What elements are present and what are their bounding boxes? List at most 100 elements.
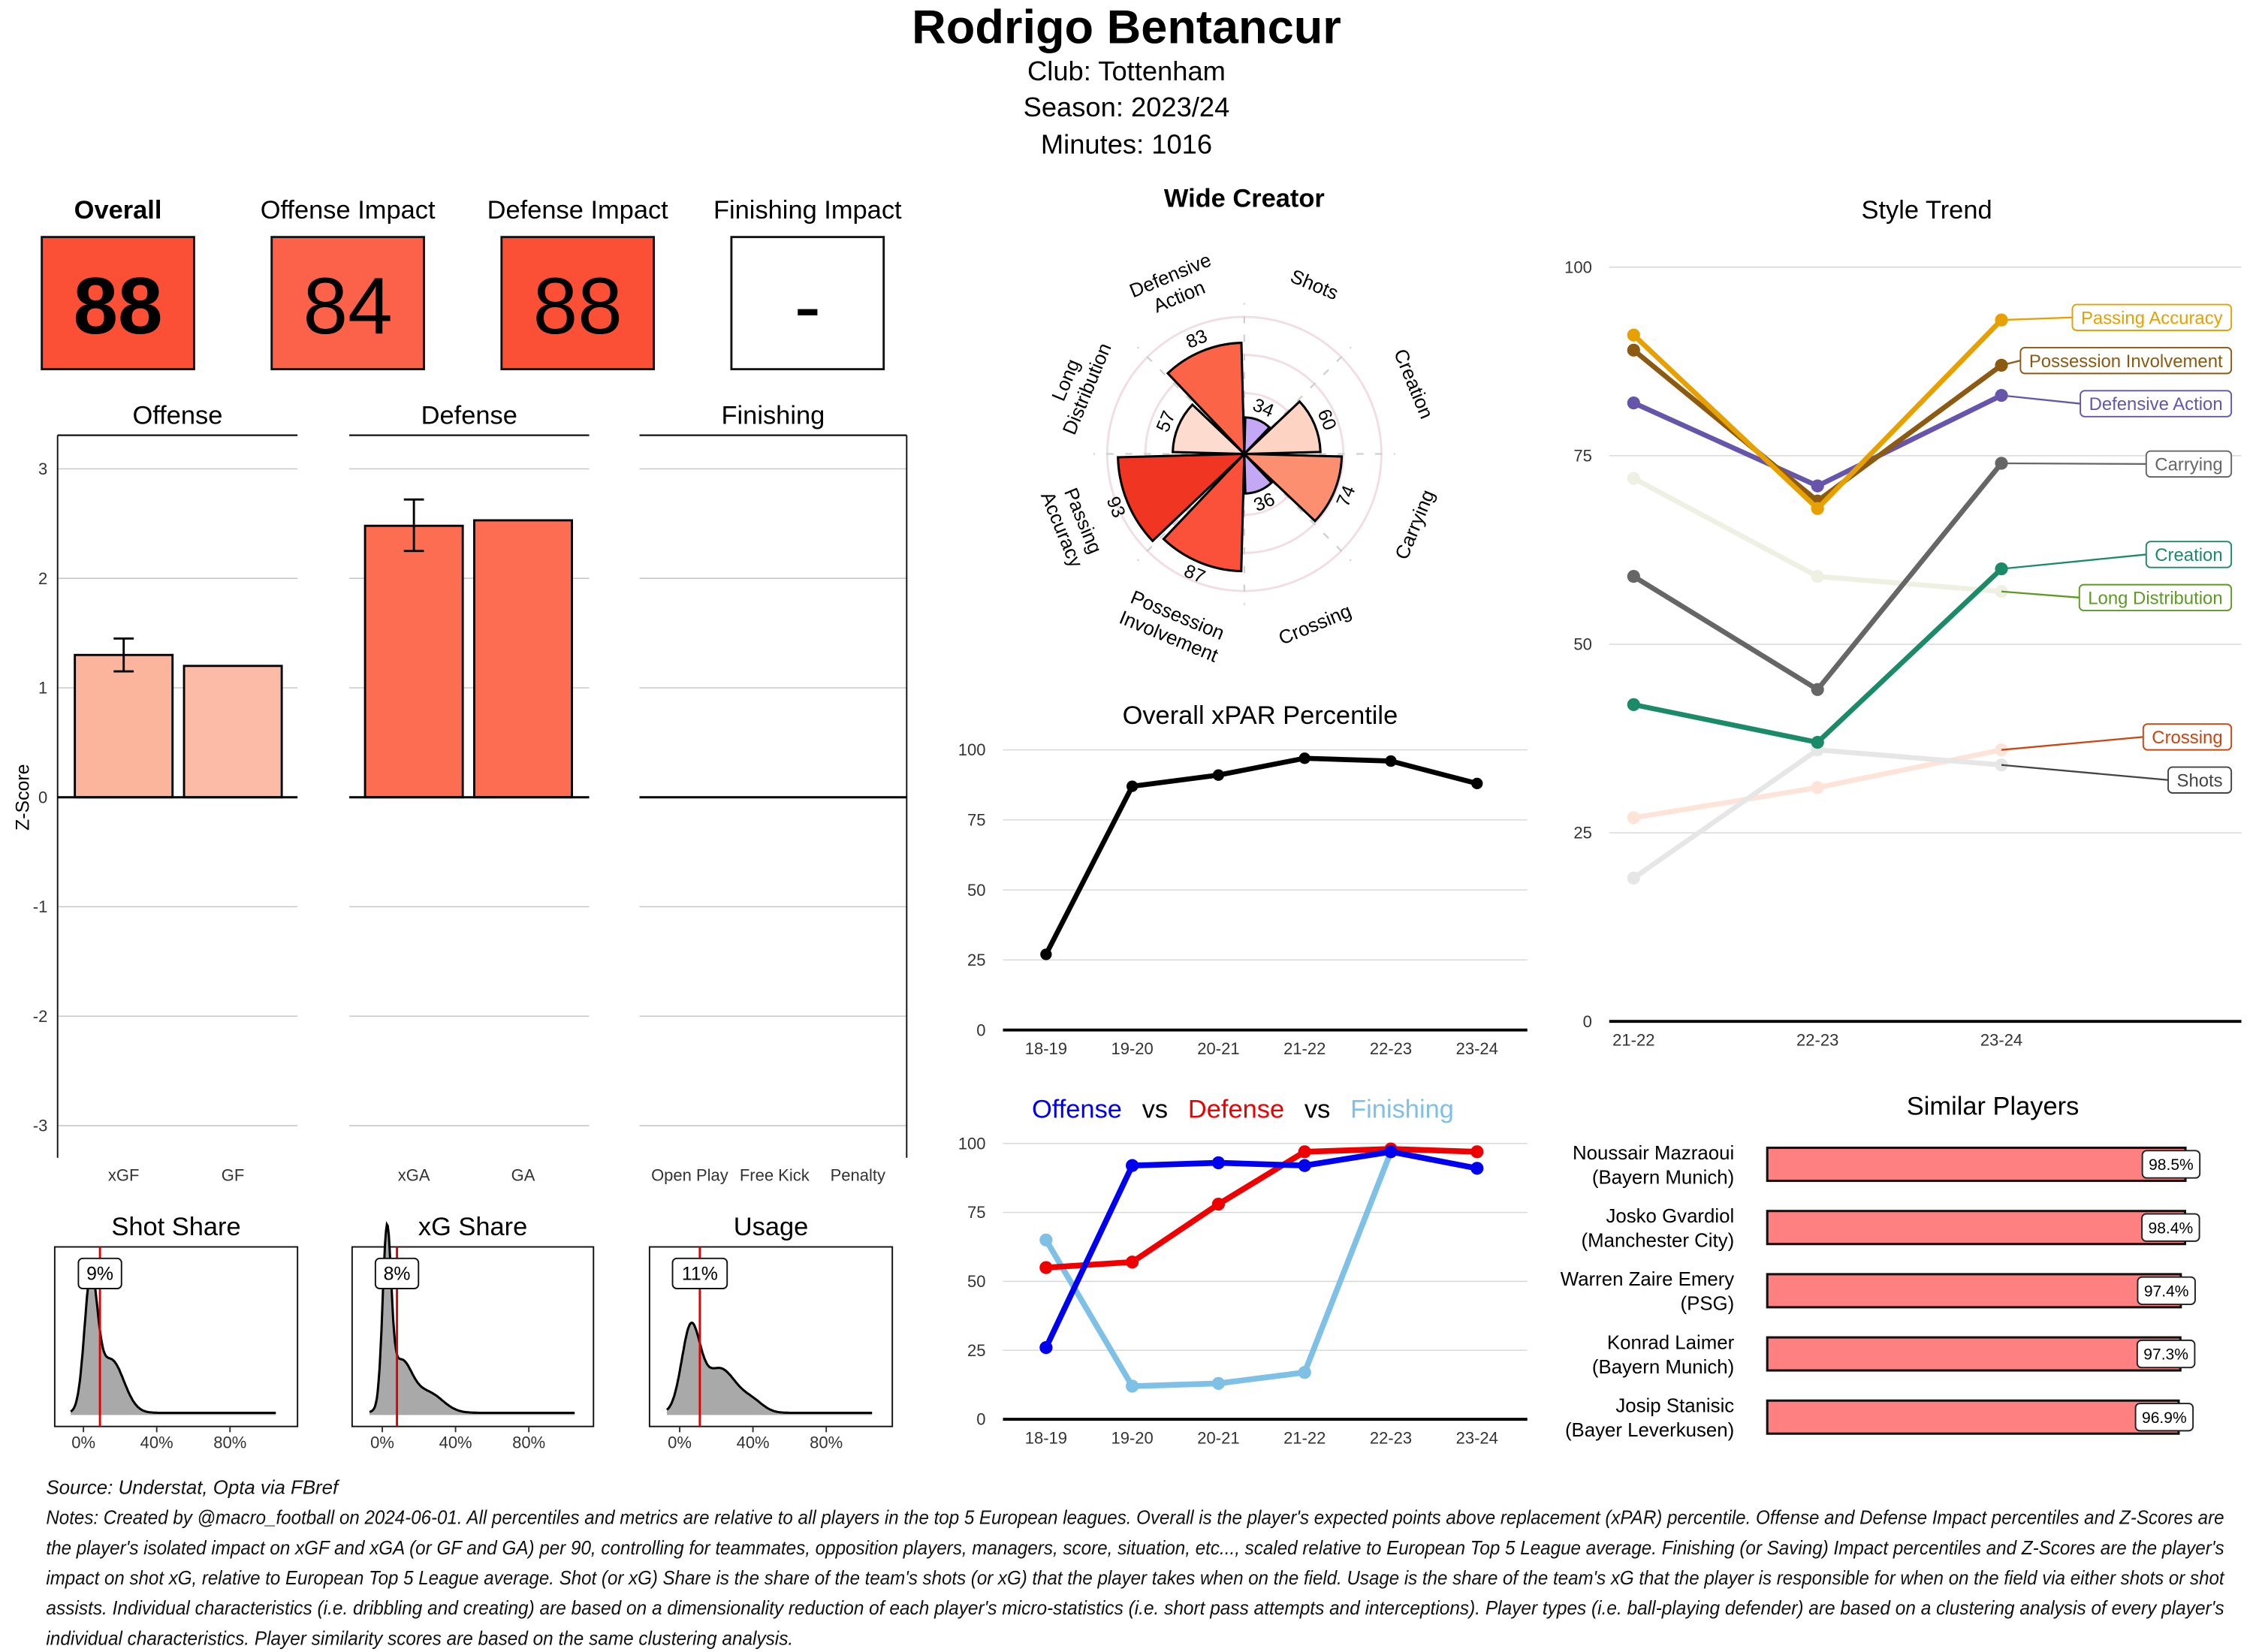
impact-card-value: 88	[73, 261, 162, 351]
similarity-bar	[1766, 1273, 2182, 1309]
polar-bar	[1172, 402, 1247, 456]
x-tick-label: 19-20	[1111, 1429, 1154, 1448]
label-box	[2142, 723, 2233, 751]
data-point	[1811, 502, 1824, 515]
similarity-label-box	[2136, 1339, 2196, 1369]
data-point	[1627, 811, 1640, 824]
data-point	[1811, 479, 1824, 493]
series-long-distribution	[1627, 472, 2008, 598]
series-label: Creation	[2001, 541, 2233, 570]
y-tick-label: 100	[958, 1134, 986, 1153]
polar-category-label: Shots	[1287, 266, 1341, 304]
data-point	[1126, 1379, 1139, 1393]
value-label-box	[374, 1257, 420, 1289]
chart-title: Overall xPAR Percentile	[1123, 701, 1398, 730]
chart-title: Style Trend	[1862, 196, 1992, 225]
title-part: vs	[1304, 1095, 1330, 1123]
source-note: Source: Understat, Opta via FBref	[46, 1478, 340, 1499]
series-label-text: Passing Accuracy	[2081, 308, 2223, 328]
header: Rodrigo Bentancur Club: Tottenham Season…	[912, 1, 1341, 159]
x-tick-label: 40%	[439, 1433, 472, 1452]
series-label-text: Creation	[2155, 545, 2222, 565]
polar-bar	[1162, 451, 1246, 573]
x-tick-label: 22-23	[1370, 1429, 1412, 1448]
series-overall-xpar-percentile	[1040, 752, 1483, 960]
series-shots	[1627, 743, 2008, 885]
data-point	[1627, 570, 1640, 583]
data-point	[1470, 1145, 1484, 1159]
similarity-label: 97.4%	[2144, 1283, 2189, 1301]
data-point	[1385, 755, 1397, 767]
data-point	[1211, 1156, 1226, 1170]
data-point	[1811, 781, 1824, 794]
label-leader-line	[2001, 736, 2143, 751]
data-point	[1627, 472, 1640, 485]
similarity-bar	[1766, 1146, 2187, 1183]
x-tick-label: 23-24	[1980, 1031, 2022, 1050]
series-label-text: Shots	[2177, 770, 2223, 791]
density-panel: xG Share 8% 0% 40% 80%	[351, 1213, 595, 1452]
label-box	[2019, 347, 2233, 375]
series-creation	[1627, 562, 2008, 749]
density-curve	[665, 1321, 873, 1415]
y-tick-label: 0	[976, 1020, 985, 1039]
polar-category-label: Creation	[1389, 346, 1437, 422]
similarity-label-box	[2141, 1150, 2201, 1179]
series-line	[1632, 747, 2002, 881]
series-label-text: Carrying	[2155, 455, 2222, 475]
polar-category-label: PossessionInvolvement	[1116, 586, 1229, 666]
x-tick-label: 18-19	[1025, 1429, 1067, 1448]
impact-card-box	[730, 236, 885, 371]
x-tick-label: 80%	[512, 1433, 545, 1452]
x-tick-label: 80%	[213, 1433, 246, 1452]
footer: Source: Understat, Opta via FBref Notes:…	[46, 1478, 2225, 1650]
series-carrying	[1627, 457, 2008, 696]
data-point	[1126, 780, 1139, 792]
x-tick-label: 0%	[668, 1433, 692, 1452]
y-tick-label: 100	[1564, 258, 1592, 276]
similar-player-row: Josip Stanisic (Bayer Leverkusen) 96.9%	[1565, 1396, 2194, 1441]
density-panel: Shot Share 9% 0% 40% 80%	[53, 1213, 299, 1452]
series-defense	[1039, 1142, 1484, 1274]
y-tick-label: 50	[967, 881, 985, 900]
series-label-text: Crossing	[2152, 728, 2222, 748]
x-tick-label: 20-21	[1197, 1429, 1239, 1448]
player-name: Konrad Laimer	[1607, 1332, 1735, 1353]
label-leader-line	[2001, 553, 2146, 570]
label-leader-line	[2001, 590, 2080, 598]
y-tick-label: 100	[958, 740, 986, 759]
impact-card: Finishing Impact -	[713, 196, 902, 371]
similarity-label: 97.3%	[2143, 1346, 2188, 1364]
label-leader-line	[2001, 764, 2169, 781]
y-tick-label: 75	[967, 811, 985, 830]
zscore-bar	[182, 665, 283, 799]
zscore-bar	[74, 653, 174, 799]
panel-title: Offense	[132, 401, 222, 430]
x-tick-label: GA	[511, 1166, 535, 1185]
impact-cards: Overall 88 Offense Impact 84 Defense Impact 8…	[41, 196, 902, 371]
series-line	[1043, 1148, 1478, 1349]
polar-category-label: PassingAccuracy	[1036, 480, 1108, 571]
polar-category-label: Carrying	[1392, 487, 1439, 562]
polar-category-word: Carrying	[1392, 487, 1439, 562]
series-offense	[1039, 1145, 1484, 1355]
xpar-line-chart: 0 25 50 75 100 18-19 19-20 20-21 21-22 22-23 23-24…	[958, 701, 1528, 1058]
panel-title: xG Share	[418, 1213, 527, 1241]
notes-line: the player's isolated impact on xGF and …	[46, 1538, 2224, 1559]
label-leader-line	[2001, 394, 2081, 405]
x-tick-label: xGA	[398, 1166, 430, 1185]
y-tick-label: 1	[38, 679, 47, 698]
player-club: (Manchester City)	[1582, 1231, 1735, 1252]
panel-frame	[351, 1246, 595, 1427]
data-point	[1627, 871, 1640, 885]
data-point	[1211, 1376, 1226, 1390]
data-point	[1811, 570, 1824, 583]
impact-card-value: 84	[303, 261, 393, 351]
y-tick-label: 75	[1573, 447, 1591, 466]
data-point	[1212, 769, 1225, 781]
impact-card-title: Defense Impact	[487, 196, 669, 225]
x-tick-label: 23-24	[1456, 1039, 1498, 1058]
y-tick-label: 25	[967, 951, 985, 969]
series-label: Possession Involvement	[2001, 347, 2233, 375]
